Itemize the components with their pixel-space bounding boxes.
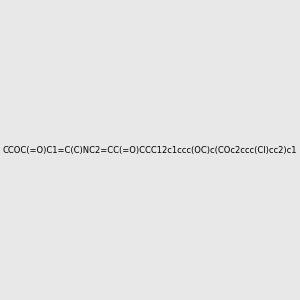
Text: CCOC(=O)C1=C(C)NC2=CC(=O)CCC12c1ccc(OC)c(COc2ccc(Cl)cc2)c1: CCOC(=O)C1=C(C)NC2=CC(=O)CCC12c1ccc(OC)c…	[3, 146, 297, 154]
